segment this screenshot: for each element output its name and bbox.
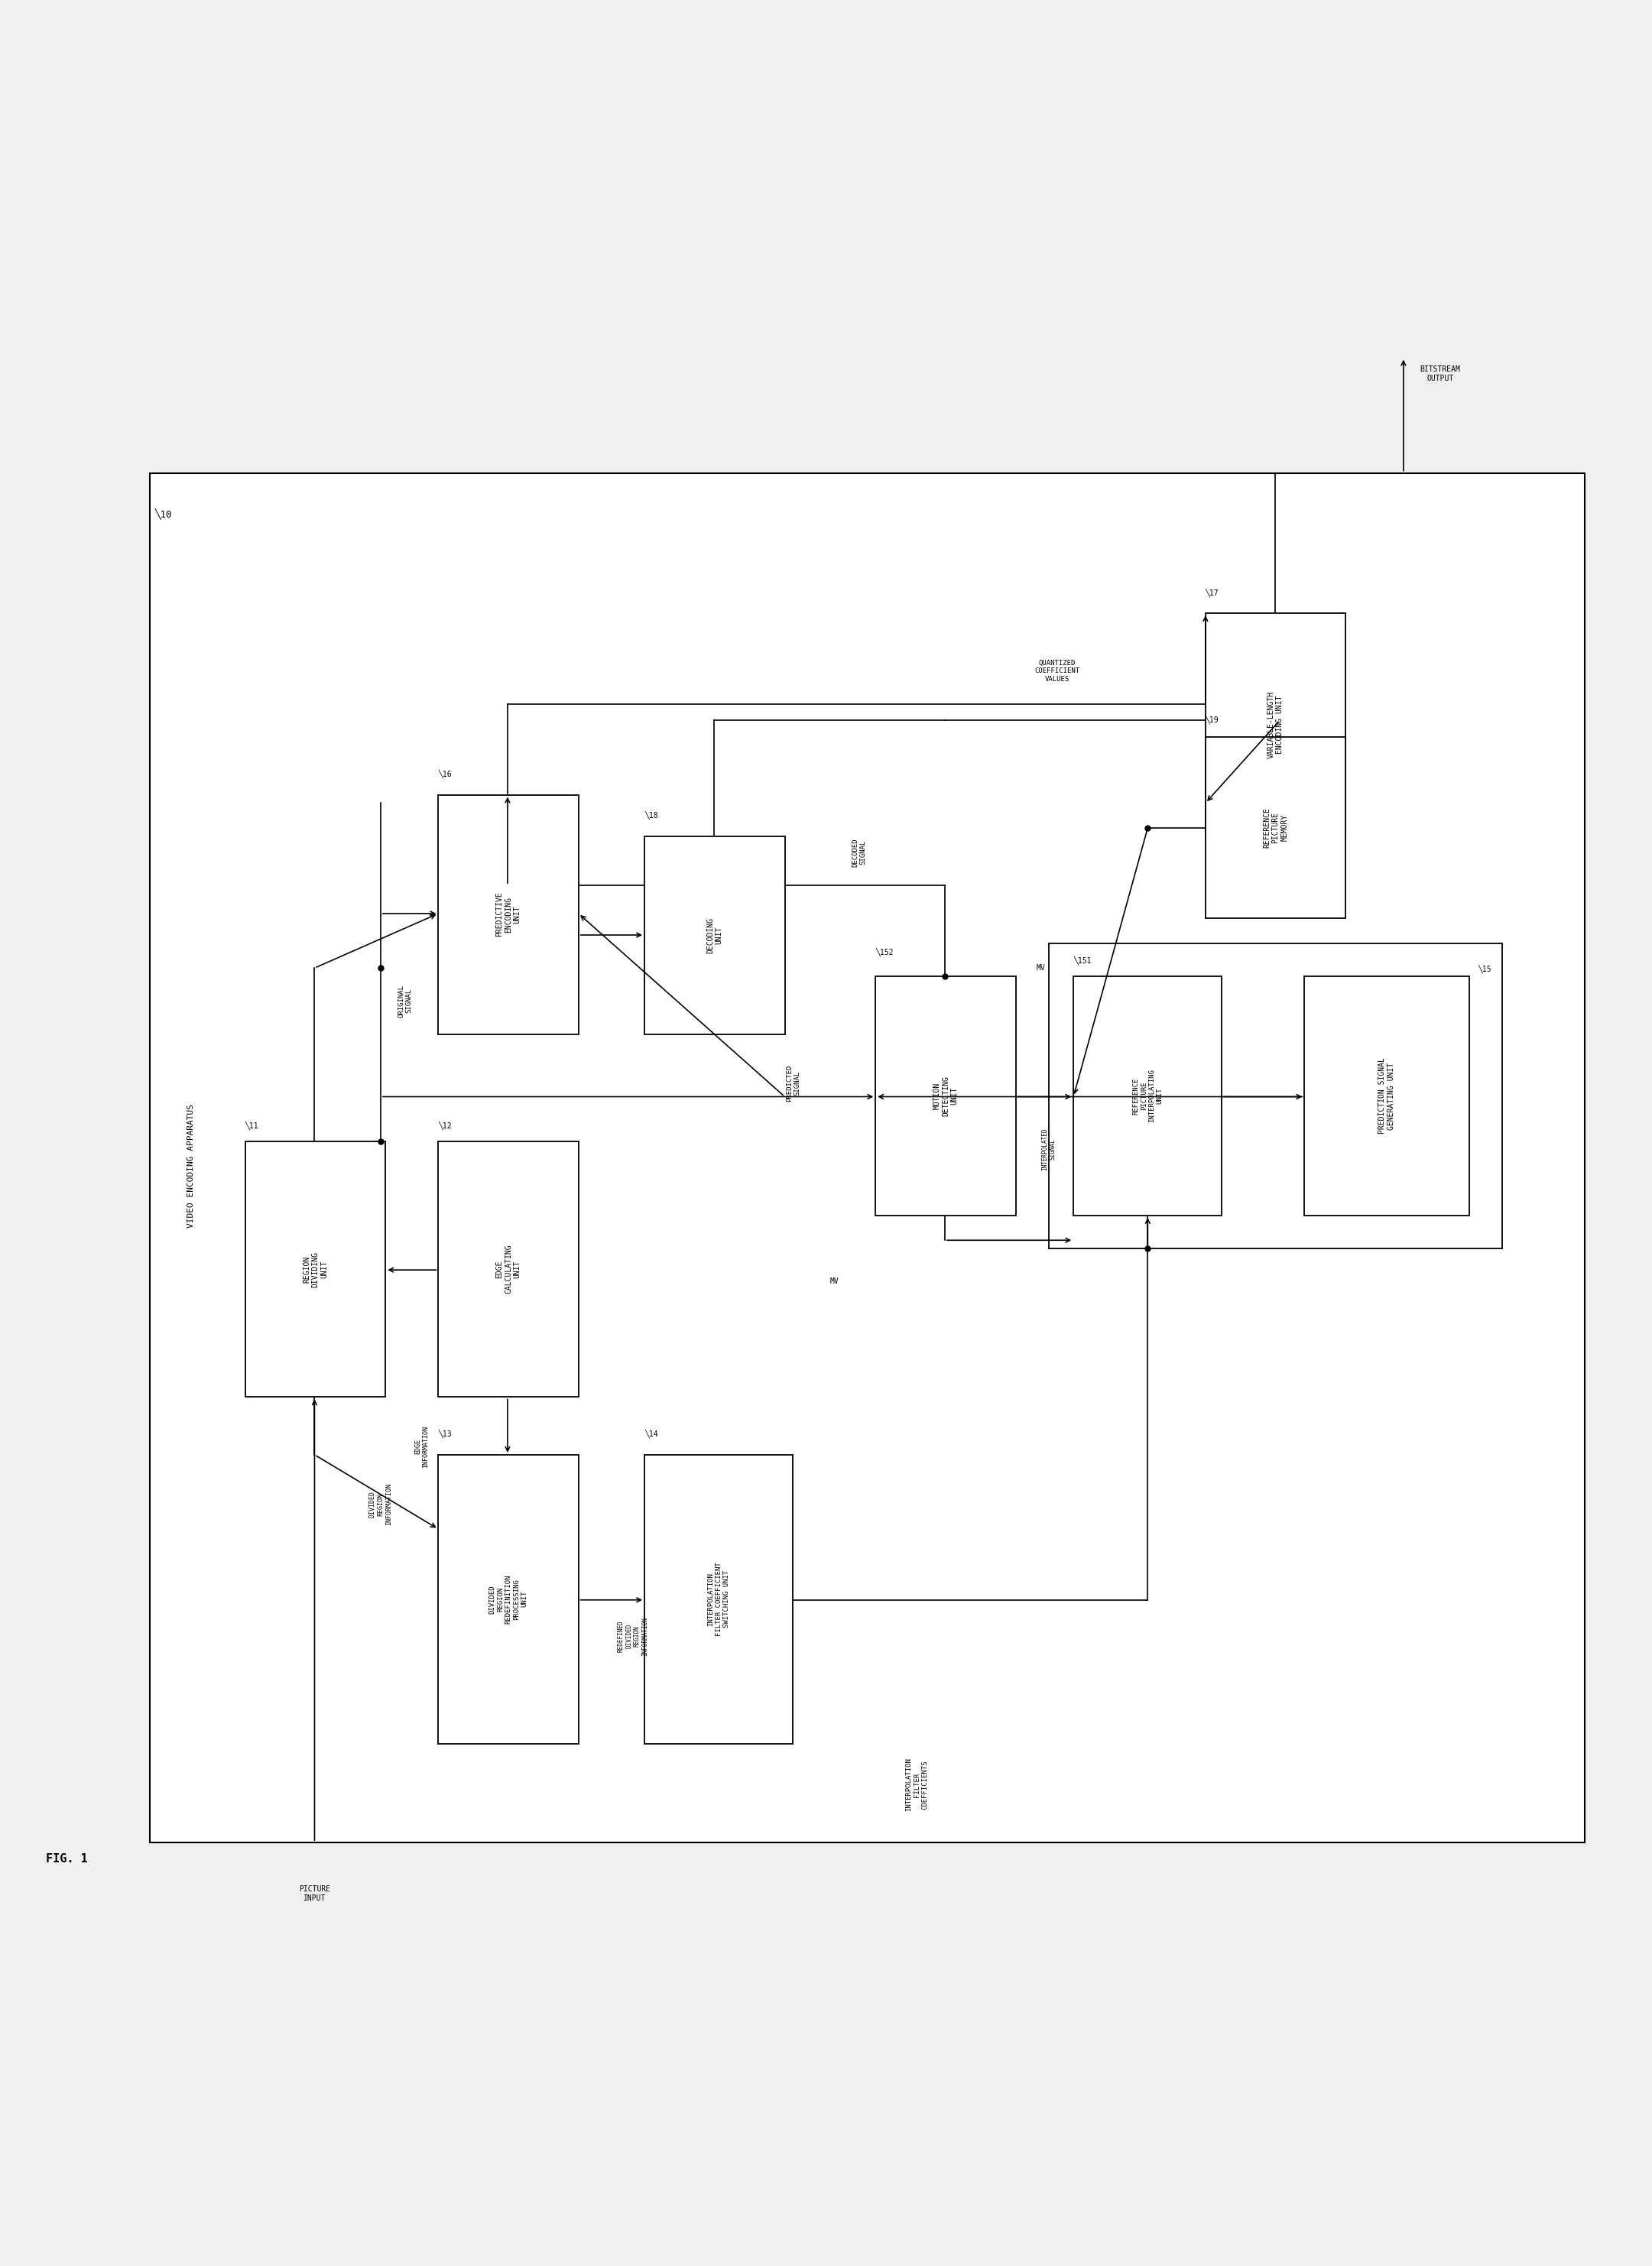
- Text: EDGE
INFORMATION: EDGE INFORMATION: [415, 1425, 430, 1468]
- Text: ╲10: ╲10: [155, 508, 172, 521]
- Text: ╲14: ╲14: [644, 1430, 657, 1439]
- Text: ╲13: ╲13: [438, 1430, 451, 1439]
- Text: REGION
DIVIDING
UNIT: REGION DIVIDING UNIT: [302, 1251, 329, 1287]
- FancyBboxPatch shape: [1206, 614, 1346, 836]
- Text: ╲16: ╲16: [438, 770, 451, 777]
- Text: DIVIDED
REGION
REDEFINITION
PROCESSING
UNIT: DIVIDED REGION REDEFINITION PROCESSING U…: [489, 1575, 527, 1625]
- FancyBboxPatch shape: [644, 1455, 793, 1743]
- FancyBboxPatch shape: [1074, 977, 1222, 1215]
- Text: ╲17: ╲17: [1206, 587, 1219, 596]
- FancyBboxPatch shape: [438, 795, 578, 1033]
- Text: ╲18: ╲18: [644, 811, 657, 820]
- Text: PREDICTIVE
ENCODING
UNIT: PREDICTIVE ENCODING UNIT: [496, 893, 520, 936]
- Text: MV: MV: [1036, 963, 1046, 972]
- FancyBboxPatch shape: [244, 1142, 385, 1398]
- Text: PREDICTED
SIGNAL: PREDICTED SIGNAL: [786, 1065, 801, 1101]
- FancyBboxPatch shape: [876, 977, 1016, 1215]
- Text: ╲151: ╲151: [1074, 956, 1092, 965]
- Text: FIG. 1: FIG. 1: [46, 1854, 88, 1865]
- FancyBboxPatch shape: [438, 1455, 578, 1743]
- Text: ╲19: ╲19: [1206, 714, 1219, 723]
- Text: VIDEO ENCODING APPARATUS: VIDEO ENCODING APPARATUS: [187, 1104, 195, 1228]
- Text: PREDICTION SIGNAL
GENERATING UNIT: PREDICTION SIGNAL GENERATING UNIT: [1379, 1058, 1396, 1133]
- Text: VARIABLE-LENGTH
ENCODING UNIT: VARIABLE-LENGTH ENCODING UNIT: [1267, 691, 1284, 759]
- FancyBboxPatch shape: [644, 836, 785, 1033]
- Text: MOTION
DETECTING
UNIT: MOTION DETECTING UNIT: [933, 1076, 958, 1117]
- Text: ╲12: ╲12: [438, 1122, 451, 1131]
- FancyBboxPatch shape: [1206, 736, 1346, 918]
- Text: MV: MV: [829, 1278, 839, 1285]
- Text: QUANTIZED
COEFFICIENT
VALUES: QUANTIZED COEFFICIENT VALUES: [1034, 659, 1080, 682]
- Text: PICTURE
INPUT: PICTURE INPUT: [299, 1885, 330, 1901]
- Text: REFERENCE
PICTURE
INTERPOLATING
UNIT: REFERENCE PICTURE INTERPOLATING UNIT: [1132, 1070, 1163, 1122]
- FancyBboxPatch shape: [438, 1142, 578, 1398]
- Text: BITSTREAM
OUTPUT: BITSTREAM OUTPUT: [1421, 365, 1460, 383]
- Text: DECODING
UNIT: DECODING UNIT: [707, 918, 724, 954]
- Text: DECODED
SIGNAL: DECODED SIGNAL: [851, 838, 866, 868]
- FancyBboxPatch shape: [1305, 977, 1469, 1215]
- Text: ╲15: ╲15: [1477, 963, 1492, 972]
- Text: ORIGINAL
SIGNAL: ORIGINAL SIGNAL: [398, 983, 413, 1017]
- Text: EDGE
CALCULATING
UNIT: EDGE CALCULATING UNIT: [496, 1244, 520, 1294]
- Text: REDEFINED
DIVIDED
REGION
INFORMATION: REDEFINED DIVIDED REGION INFORMATION: [618, 1618, 648, 1656]
- Text: REFERENCE
PICTURE
MEMORY: REFERENCE PICTURE MEMORY: [1262, 807, 1289, 847]
- Text: ╲152: ╲152: [876, 947, 894, 956]
- Text: DIVIDED
REGION
INFORMATION: DIVIDED REGION INFORMATION: [368, 1484, 392, 1525]
- Text: INTERPOLATED
SIGNAL: INTERPOLATED SIGNAL: [1041, 1128, 1056, 1172]
- Text: INTERPOLATION
FILTER
COEFFICIENTS: INTERPOLATION FILTER COEFFICIENTS: [905, 1758, 928, 1811]
- Text: INTERPOLATION
FILTER COEFFICIENT
SWITCHING UNIT: INTERPOLATION FILTER COEFFICIENT SWITCHI…: [707, 1561, 730, 1636]
- FancyBboxPatch shape: [150, 474, 1584, 1842]
- Text: ╲11: ╲11: [244, 1122, 259, 1131]
